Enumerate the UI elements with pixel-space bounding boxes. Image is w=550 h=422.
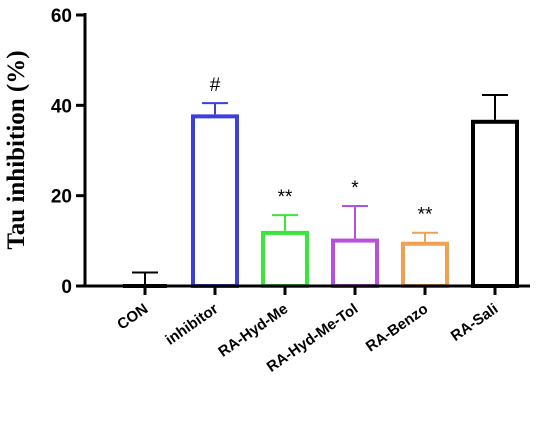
y-tick-label: 20: [51, 187, 72, 208]
significance-label: *: [351, 178, 359, 199]
significance-label: **: [278, 187, 293, 208]
y-tick-label: 60: [51, 6, 72, 27]
x-tick-label: inhibitor: [162, 300, 221, 348]
x-tick-label: CON: [114, 300, 151, 333]
bar: [331, 238, 379, 288]
significance-label: **: [418, 205, 433, 226]
y-axis-label: Tau inhibition (%): [3, 50, 30, 249]
x-tick-label: RA-Sali: [448, 300, 501, 345]
y-axis: 0 20 40 60: [51, 6, 87, 298]
bar: [261, 230, 309, 288]
bar: [401, 241, 449, 288]
bar: [191, 114, 239, 288]
y-tick-label: 40: [51, 96, 72, 117]
y-tick-label: 0: [61, 277, 72, 298]
x-tick-label: RA-Benzo: [363, 300, 431, 355]
bars: #** ***: [123, 75, 519, 288]
bar: [471, 119, 519, 288]
significance-label: #: [210, 75, 221, 96]
